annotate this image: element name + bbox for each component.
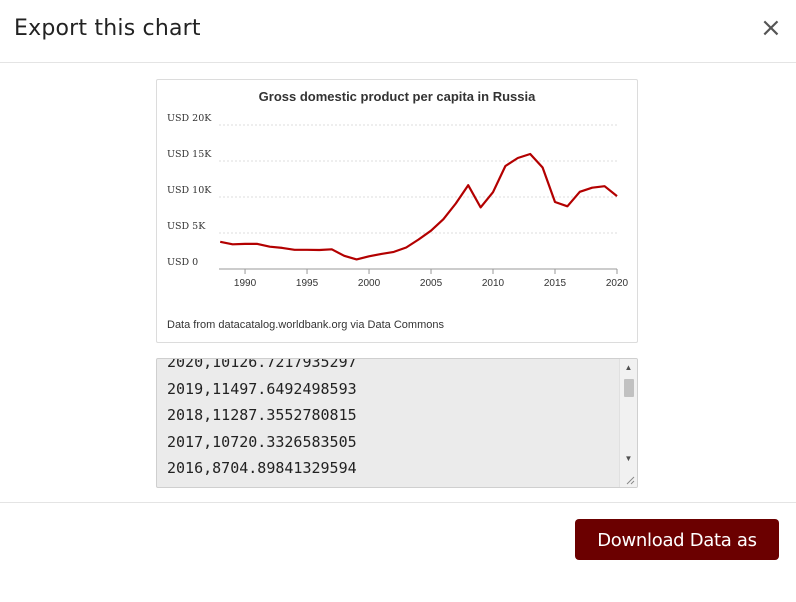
close-button[interactable]: × — [760, 14, 780, 42]
csv-line: 2015,9313.01354014336 — [167, 482, 357, 489]
x-tick-label: 2000 — [358, 278, 381, 289]
scrollbar-thumb[interactable] — [624, 379, 634, 397]
line-chart: Gross domestic product per capita in Rus… — [157, 80, 637, 342]
y-tick-label: USD 20K — [167, 113, 212, 124]
y-tick-label: USD 15K — [167, 149, 212, 160]
chart-preview: Gross domestic product per capita in Rus… — [156, 79, 638, 343]
download-csv-button[interactable]: Download Data as CSV — [575, 519, 779, 560]
csv-line: 2016,8704.89841329594 — [167, 455, 357, 482]
x-tick-label: 1995 — [296, 278, 319, 289]
gdp-series-line — [220, 154, 617, 259]
resize-grip-icon[interactable] — [625, 475, 635, 485]
export-chart-dialog: Export this chart × Gross domestic produ… — [0, 0, 796, 566]
csv-line: 2019,11497.6492498593 — [167, 376, 357, 403]
dialog-footer-divider — [0, 502, 796, 503]
csv-line: 2018,11287.3552780815 — [167, 402, 357, 429]
x-tick-label: 2005 — [420, 278, 443, 289]
dialog-title: Export this chart — [14, 16, 201, 41]
y-tick-label: USD 5K — [167, 221, 206, 232]
chart-title: Gross domestic product per capita in Rus… — [259, 89, 536, 104]
textarea-scrollbar[interactable]: ▲ ▼ — [619, 359, 637, 487]
dialog-header: Export this chart × — [0, 0, 796, 63]
csv-line: 2020,10126.7217935297 — [167, 358, 357, 376]
x-tick-label: 2015 — [544, 278, 567, 289]
scroll-up-arrow-icon[interactable]: ▲ — [620, 361, 637, 375]
csv-line: 2017,10720.3326583505 — [167, 429, 357, 456]
x-tick-label: 1990 — [234, 278, 257, 289]
y-tick-label: USD 0 — [167, 257, 198, 268]
y-tick-label: USD 10K — [167, 185, 212, 196]
x-tick-label: 2010 — [482, 278, 505, 289]
chart-source-note: Data from datacatalog.worldbank.org via … — [167, 319, 444, 331]
scroll-down-arrow-icon[interactable]: ▼ — [620, 452, 637, 466]
x-tick-label: 2020 — [606, 278, 629, 289]
